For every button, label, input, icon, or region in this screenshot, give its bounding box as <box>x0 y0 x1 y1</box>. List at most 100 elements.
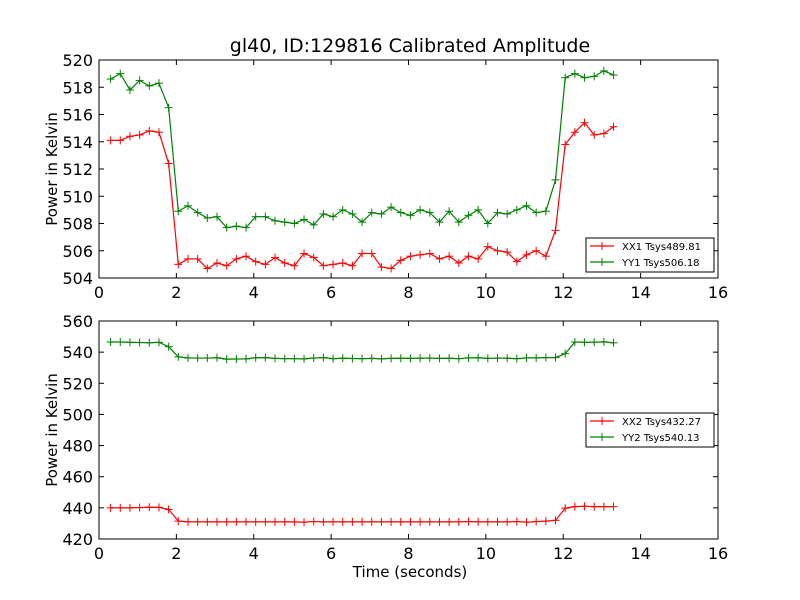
bottom-series-1-point <box>609 338 618 347</box>
bottom-series-0-point <box>377 517 386 526</box>
bottom-series-1-point <box>261 353 270 362</box>
bottom-series-0-point <box>464 517 473 526</box>
top-series-0-point <box>541 252 550 261</box>
bottom-series-0-point <box>396 517 405 526</box>
bottom-y-tick-label: 520 <box>62 374 93 393</box>
top-series-0-point <box>348 261 357 270</box>
bottom-series-0-point <box>145 503 154 512</box>
bottom-x-tick-label: 12 <box>553 544 573 563</box>
bottom-series-1-point <box>416 354 425 363</box>
top-series-1-point <box>367 208 376 217</box>
bottom-series-0-point <box>503 517 512 526</box>
legend-label-xx2: XX2 Tsys432.27 <box>622 417 701 428</box>
top-series-0-point <box>261 260 270 269</box>
bottom-series-0-point <box>541 517 550 526</box>
bottom-series-1-point <box>145 338 154 347</box>
bottom-series-0-point <box>154 503 163 512</box>
bottom-series-0-point <box>590 502 599 511</box>
bottom-series-1-point <box>435 354 444 363</box>
top-series-1-point <box>541 207 550 216</box>
top-series-0-point <box>116 136 125 145</box>
bottom-subplot: Power in Kelvin Time (seconds) 0 2 4 6 8 10 12… <box>43 312 728 581</box>
bottom-series-0-point <box>445 517 454 526</box>
bottom-series-0-point <box>512 517 521 526</box>
bottom-series-1-point <box>454 354 463 363</box>
bottom-series-0-point <box>174 517 183 526</box>
top-series-line-1 <box>110 70 614 229</box>
bottom-series-group <box>106 337 618 527</box>
bottom-series-0-point <box>406 517 415 526</box>
bottom-series-0-point <box>338 517 347 526</box>
top-series-0-point <box>445 252 454 261</box>
top-series-0-point <box>106 136 115 145</box>
top-series-0-point <box>222 261 231 270</box>
top-series-1-point <box>164 103 173 112</box>
bottom-series-0-point <box>222 517 231 526</box>
top-x-tick-label: 0 <box>94 283 104 302</box>
bottom-series-0-point <box>329 517 338 526</box>
bottom-series-1-point <box>358 354 367 363</box>
top-y-tick-label: 516 <box>62 106 93 125</box>
top-series-1-point <box>116 69 125 78</box>
top-y-tick-label: 504 <box>62 269 93 288</box>
bottom-series-0-point <box>609 502 618 511</box>
top-series-0-point <box>319 261 328 270</box>
bottom-series-1-point <box>290 354 299 363</box>
top-series-1-point <box>435 218 444 227</box>
bottom-legend: XX2 Tsys432.27 YY2 Tsys540.13 <box>585 412 715 448</box>
top-series-1-point <box>242 223 251 232</box>
top-series-0-point <box>242 252 251 261</box>
bottom-series-1-point <box>251 353 260 362</box>
top-x-tick-label: 14 <box>630 283 650 302</box>
top-series-1-point <box>309 220 318 229</box>
top-series-1-point <box>183 201 192 210</box>
top-series-1-point <box>280 218 289 227</box>
top-y-tick-label: 506 <box>62 242 93 261</box>
top-series-0-point <box>193 254 202 263</box>
top-series-1-point <box>338 205 347 214</box>
bottom-series-0-point <box>348 517 357 526</box>
bottom-series-0-point <box>551 516 560 525</box>
top-series-1-point <box>232 222 241 231</box>
bottom-series-0-point <box>232 517 241 526</box>
bottom-x-tick-label: 2 <box>171 544 181 563</box>
bottom-series-1-point <box>425 354 434 363</box>
bottom-x-axis-label: Time (seconds) <box>352 563 468 581</box>
bottom-y-tick-label: 440 <box>62 499 93 518</box>
top-series-1-point <box>425 208 434 217</box>
bottom-series-0-point <box>570 502 579 511</box>
bottom-series-0-point <box>474 517 483 526</box>
bottom-series-0-point <box>261 517 270 526</box>
top-series-0-point <box>358 249 367 258</box>
legend-label-xx1: XX1 Tsys489.81 <box>622 242 701 253</box>
top-series-1-point <box>387 203 396 212</box>
top-series-1-point <box>203 214 212 223</box>
top-series-1-point <box>106 75 115 84</box>
top-x-tick-label: 4 <box>249 283 259 302</box>
top-x-tick-label: 16 <box>708 283 728 302</box>
bottom-series-1-point <box>300 354 309 363</box>
bottom-series-0-point <box>116 503 125 512</box>
top-series-0-point <box>174 260 183 269</box>
top-series-0-point <box>377 263 386 272</box>
top-series-0-point <box>125 132 134 141</box>
bottom-series-0-point <box>135 503 144 512</box>
bottom-plot-frame <box>98 320 719 540</box>
top-series-0-point <box>599 129 608 138</box>
top-series-1-point <box>551 175 560 184</box>
top-legend-box <box>585 237 715 273</box>
bottom-series-1-point <box>561 349 570 358</box>
top-series-1-point <box>222 223 231 232</box>
bottom-y-tick-label: 480 <box>62 437 93 456</box>
bottom-x-tick-label: 14 <box>630 544 650 563</box>
bottom-y-tick-label: 460 <box>62 468 93 487</box>
top-series-0-point <box>435 254 444 263</box>
bottom-series-0-point <box>435 517 444 526</box>
top-series-1-point <box>145 81 154 90</box>
bottom-series-1-point <box>387 354 396 363</box>
bottom-x-tick-label: 6 <box>326 544 336 563</box>
top-series-0-point <box>522 250 531 259</box>
top-series-1-point <box>532 208 541 217</box>
bottom-series-0-point <box>580 502 589 511</box>
